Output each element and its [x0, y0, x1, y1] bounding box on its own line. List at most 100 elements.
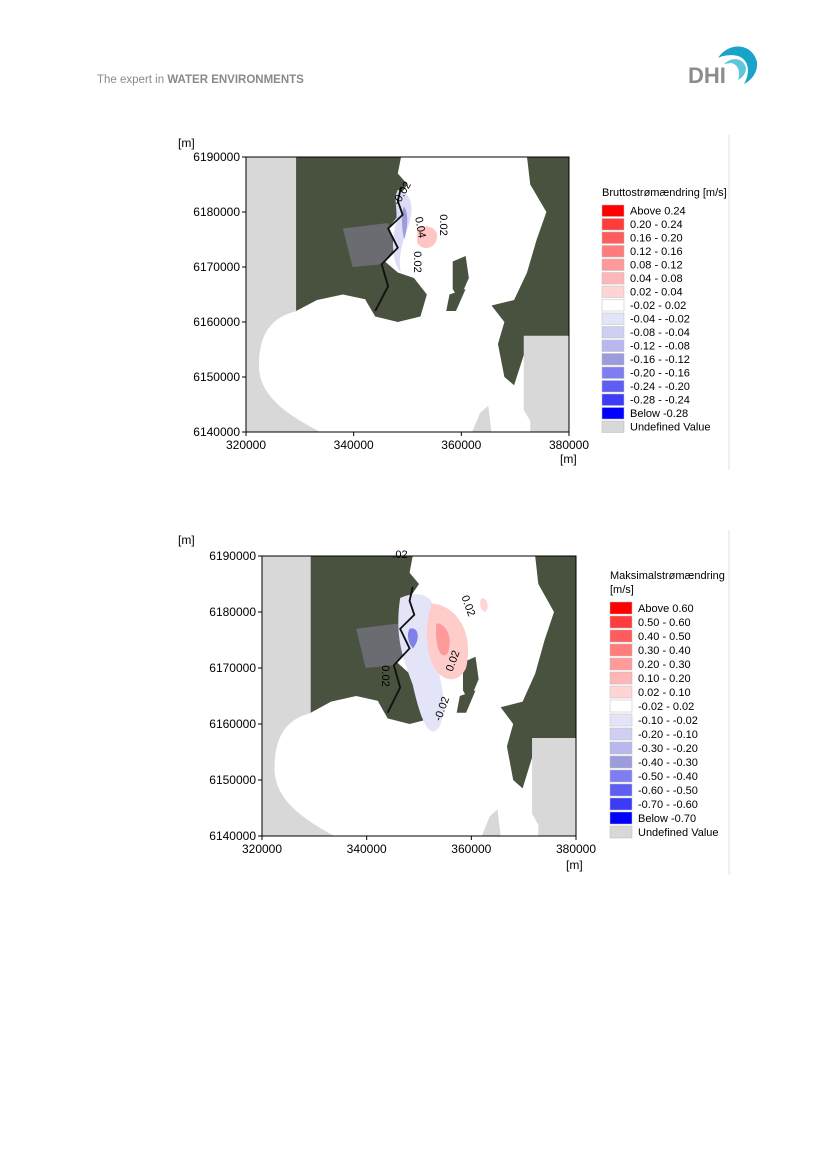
- legend-label: Above 0.60: [638, 603, 694, 615]
- legend-swatch: [601, 339, 625, 352]
- legend-swatch: [609, 699, 633, 713]
- legend-swatch: [609, 657, 633, 671]
- legend-swatch: [601, 299, 625, 312]
- x-tick-label: 340000: [347, 842, 387, 856]
- figure: 6190000 6180000 6170000 6160000 6150000 61400…: [178, 533, 725, 872]
- tagline-bold: WATER ENVIRONMENTS: [167, 74, 304, 86]
- map: [262, 556, 576, 836]
- legend-swatch: [601, 231, 625, 244]
- legend-swatch: [609, 713, 633, 727]
- legend-swatch: [609, 825, 633, 839]
- undefined-area: [532, 735, 576, 836]
- legend-label: -0.70 - -0.60: [638, 799, 698, 811]
- legend-swatch: [609, 685, 633, 699]
- legend-swatch: [609, 601, 633, 615]
- contour-negative: [393, 190, 412, 273]
- legend-label: Undefined Value: [630, 422, 711, 434]
- plot-frame: [245, 156, 570, 433]
- legend-swatch: [601, 204, 625, 217]
- undefined-area: [481, 809, 501, 836]
- legend-swatch: [601, 285, 625, 298]
- legend-swatch: [601, 353, 625, 366]
- y-tick-label: 6190000: [193, 150, 240, 164]
- legend-label: -0.20 - -0.10: [638, 729, 698, 741]
- undefined-area: [246, 309, 321, 432]
- legend-swatch: [601, 312, 625, 325]
- contour-label: 0.02: [437, 214, 449, 235]
- land: [446, 289, 466, 311]
- legend-label: Below -0.70: [638, 813, 696, 825]
- legend-label: -0.12 - -0.08: [630, 341, 690, 353]
- x-tick-label: 320000: [226, 438, 266, 452]
- legend-swatch: [601, 366, 625, 379]
- legend-label: 0.16 - 0.20: [630, 233, 683, 245]
- land: [456, 690, 476, 713]
- land: [365, 261, 427, 322]
- legend-label: 0.12 - 0.16: [630, 246, 683, 258]
- legend-label: -0.04 - -0.02: [630, 314, 690, 326]
- legend-label: -0.20 - -0.16: [630, 368, 690, 380]
- undefined-area: [262, 556, 311, 713]
- legend-swatch: [609, 643, 633, 657]
- legend-swatch: [609, 629, 633, 643]
- legend-label: 0.20 - 0.30: [638, 659, 691, 671]
- legend-title: Maksimalstrømændring: [610, 570, 725, 582]
- y-tick-label: 6190000: [209, 549, 256, 563]
- coastline: [386, 586, 416, 714]
- logo-text: DHI: [688, 63, 726, 88]
- legend-title: [m/s]: [610, 584, 634, 596]
- legend-label: Undefined Value: [638, 827, 719, 839]
- legend-label: 0.50 - 0.60: [638, 617, 691, 629]
- legend-label: 0.30 - 0.40: [638, 645, 691, 657]
- x-tick-label: 320000: [242, 842, 282, 856]
- legend-label: 0.02 - 0.04: [630, 287, 683, 299]
- legend-swatch: [601, 380, 625, 393]
- contour-positive: [436, 623, 450, 656]
- y-tick-label: 6180000: [193, 205, 240, 219]
- contour-label: 0.02: [379, 665, 391, 686]
- legend-label: 0.02 - 0.10: [638, 687, 691, 699]
- legend-label: -0.60 - -0.50: [638, 785, 698, 797]
- contour-positive: [417, 226, 438, 249]
- y-tick-label: 6140000: [193, 425, 240, 439]
- undefined-area: [472, 405, 492, 432]
- legend-label: 0.40 - 0.50: [638, 631, 691, 643]
- legend-label: 0.20 - 0.24: [630, 219, 683, 231]
- figure: 6190000 6180000 6170000 6160000 6150000 61400…: [178, 136, 727, 466]
- x-tick-label: 360000: [451, 842, 491, 856]
- legend-label: -0.02 - 0.02: [638, 701, 694, 713]
- legend-swatch: [609, 671, 633, 685]
- legend-label: -0.08 - -0.04: [630, 327, 690, 339]
- logo-wave: [718, 46, 758, 84]
- legend-swatch: [601, 326, 625, 339]
- land: [491, 157, 569, 386]
- legend-swatch: [609, 811, 633, 825]
- legend-swatch: [601, 258, 625, 271]
- legend-swatch: [601, 393, 625, 406]
- legend-label: -0.28 - -0.24: [630, 395, 690, 407]
- map: [246, 157, 569, 432]
- legend-label: -0.30 - -0.20: [638, 743, 698, 755]
- x-tick-label: 380000: [549, 438, 589, 452]
- y-tick-label: 6180000: [209, 605, 256, 619]
- x-tick-label: 360000: [441, 438, 481, 452]
- x-tick-label: 380000: [556, 842, 596, 856]
- legend-label: -0.16 - -0.12: [630, 354, 690, 366]
- undefined-area: [246, 157, 297, 311]
- contour-label: 0.04: [412, 216, 428, 239]
- legend-label: -0.24 - -0.20: [630, 381, 690, 393]
- legend-swatch: [609, 727, 633, 741]
- plot-frame: [261, 555, 577, 837]
- x-tick-label: 340000: [334, 438, 374, 452]
- contour-negative: [407, 628, 418, 649]
- legend-label: -0.40 - -0.30: [638, 757, 698, 769]
- urban-area: [356, 623, 407, 668]
- legend-label: -0.10 - -0.02: [638, 715, 698, 727]
- coastline: [374, 187, 404, 312]
- logo: DHI: [688, 46, 758, 88]
- urban-area: [342, 223, 395, 267]
- contour-label: 0.02: [411, 251, 423, 272]
- legend-swatch: [601, 407, 625, 420]
- legend-swatch: [609, 615, 633, 629]
